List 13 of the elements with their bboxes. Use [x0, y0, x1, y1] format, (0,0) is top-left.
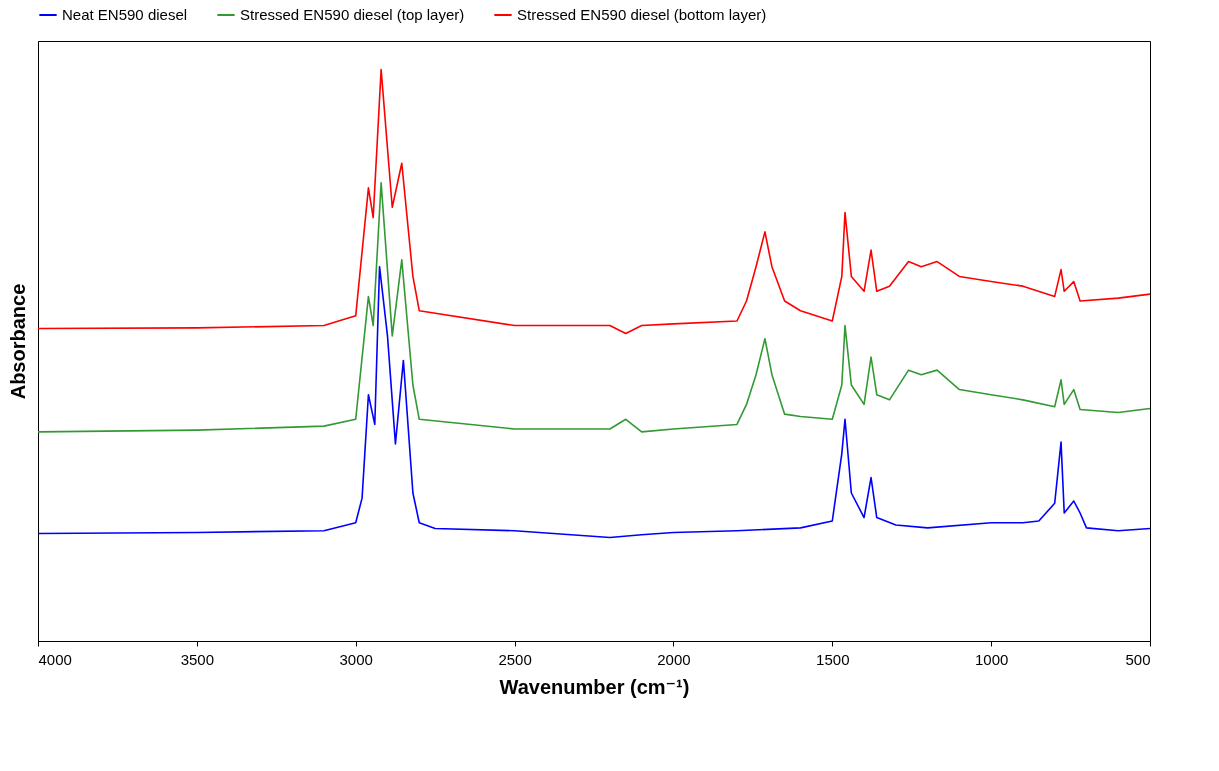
x-tick-label: 2000: [657, 650, 691, 668]
legend-label: Neat EN590 diesel: [62, 6, 188, 23]
x-tick-label: 1500: [816, 650, 850, 668]
y-axis-title: Absorbance: [6, 283, 29, 400]
x-tick-label: 3000: [339, 650, 373, 668]
x-tick-label: 1000: [974, 650, 1009, 668]
x-tick-label: 3500: [180, 650, 215, 668]
x-tick-label: 4000: [38, 650, 72, 668]
x-tick-label: 2500: [498, 650, 532, 668]
legend-label: Stressed EN590 diesel (top layer): [240, 6, 465, 23]
legend-label: Stressed EN590 diesel (bottom layer): [517, 6, 767, 23]
x-axis-title: Wavenumber (cm⁻¹): [499, 675, 690, 698]
x-tick-label: 500: [1125, 650, 1151, 668]
